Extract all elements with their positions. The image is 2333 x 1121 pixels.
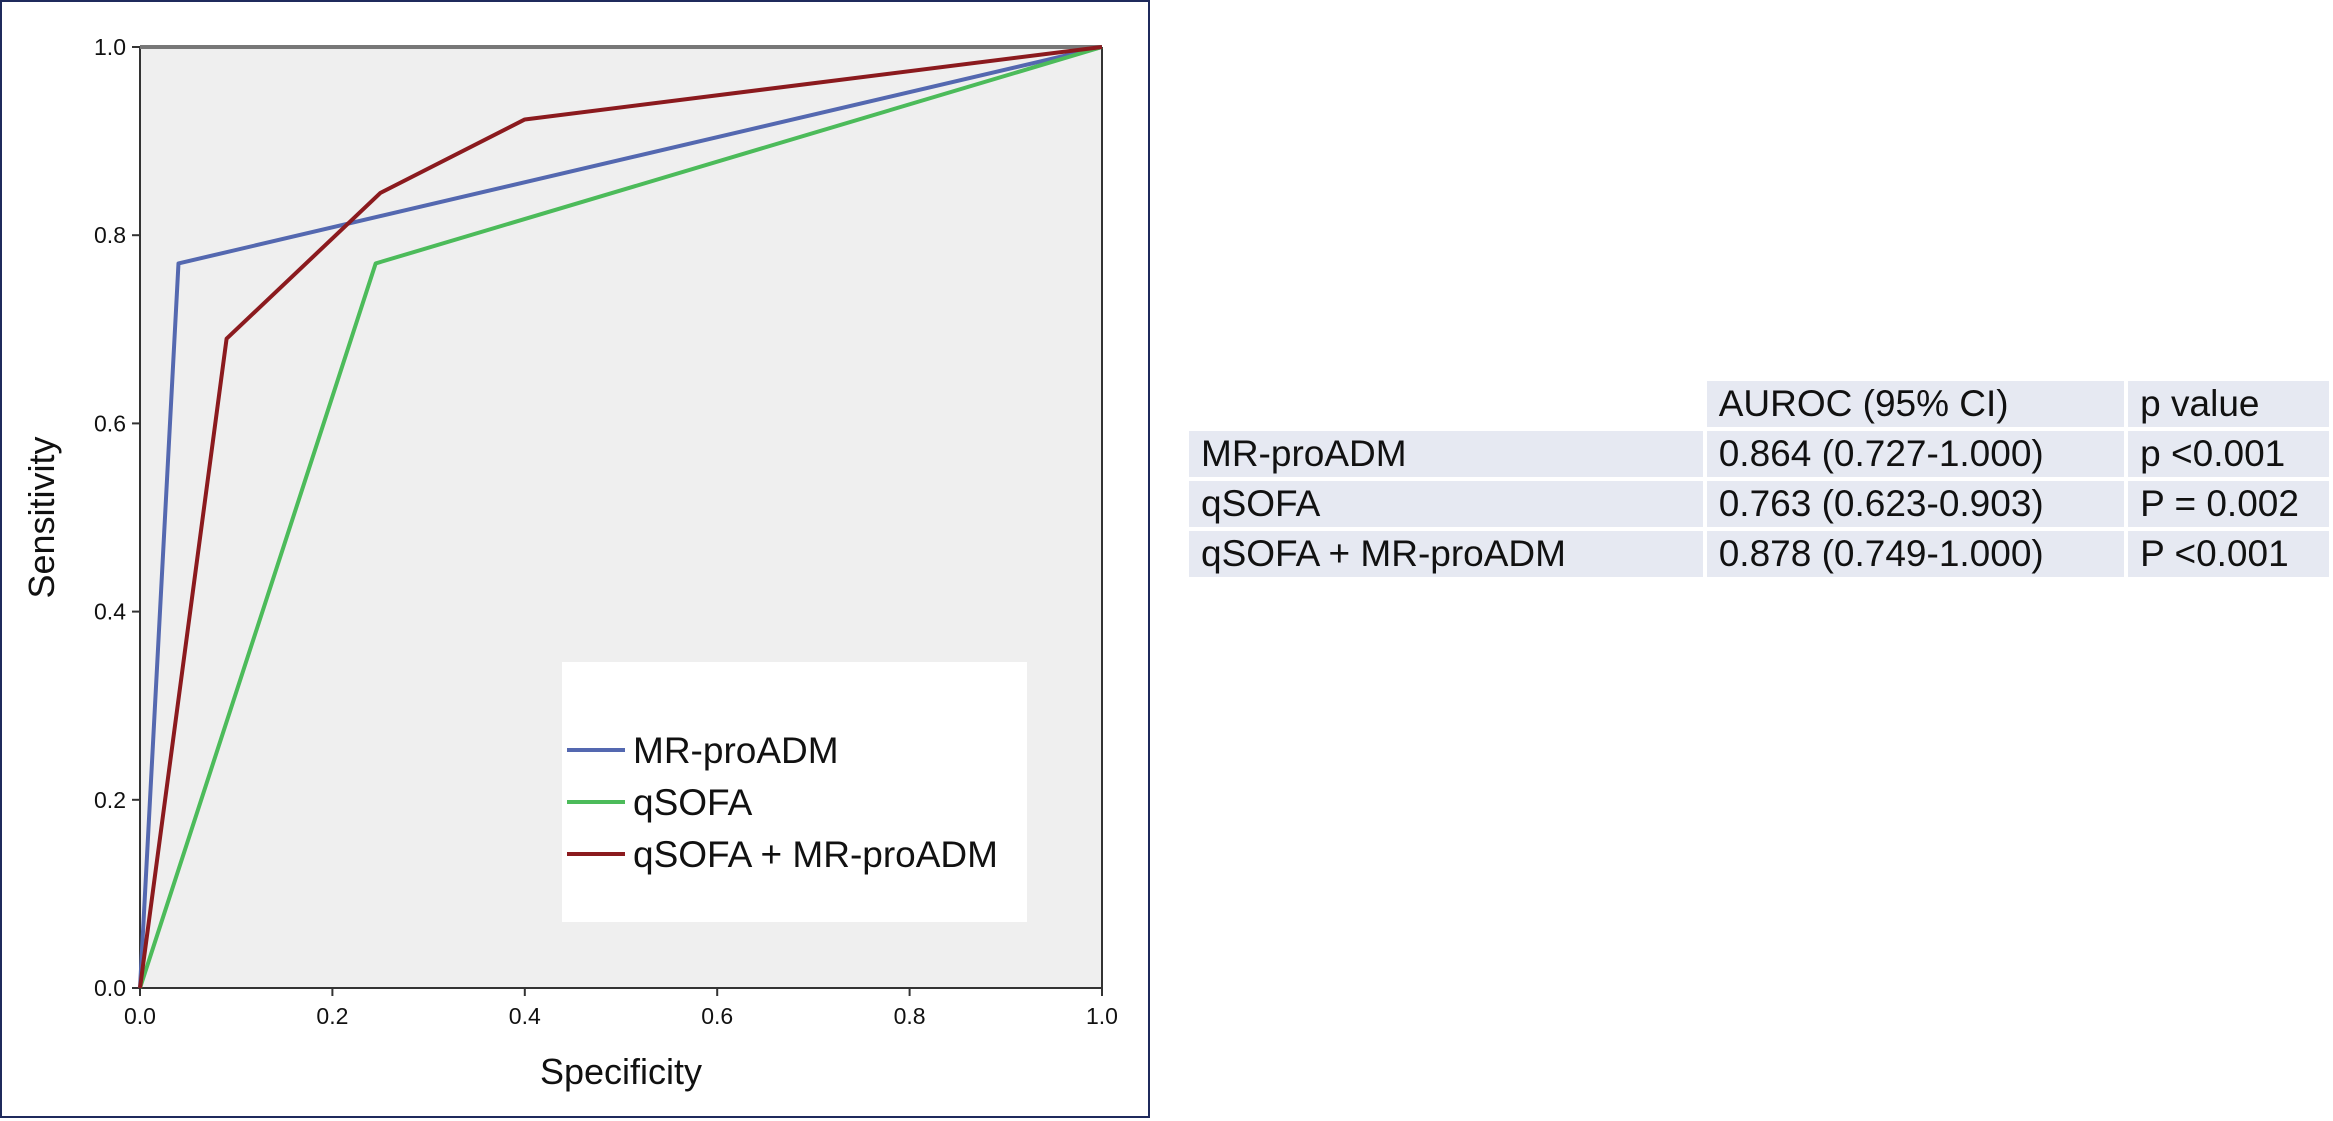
- series-line: [138, 45, 1103, 989]
- table-row: qSOFA + MR-proADM 0.878 (0.749-1.000) P …: [1189, 531, 2329, 577]
- y-tick-label: 0.6: [94, 410, 126, 436]
- legend-box: [562, 662, 1027, 922]
- x-tick-label: 0.2: [316, 1003, 348, 1029]
- table-cell: p <0.001: [2128, 431, 2329, 477]
- table-cell: qSOFA: [1189, 481, 1703, 527]
- series-line: [138, 45, 1103, 989]
- table-cell: 0.878 (0.749-1.000): [1706, 531, 2125, 577]
- y-tick-label: 0.4: [94, 599, 126, 625]
- y-tick-label: 0.8: [94, 222, 126, 248]
- table-header-cell: [1189, 381, 1703, 427]
- table-cell: qSOFA + MR-proADM: [1189, 531, 1703, 577]
- table-row: qSOFA 0.763 (0.623-0.903) P = 0.002: [1189, 481, 2329, 527]
- table-cell: P <0.001: [2128, 531, 2329, 577]
- table-cell: P = 0.002: [2128, 481, 2329, 527]
- x-tick-label: 1.0: [1086, 1003, 1118, 1029]
- auroc-table: AUROC (95% CI) p value MR-proADM 0.864 (…: [1185, 377, 2333, 581]
- table-cell: 0.864 (0.727-1.000): [1706, 431, 2125, 477]
- x-tick-label: 0.0: [124, 1003, 156, 1029]
- table-header-cell: AUROC (95% CI): [1706, 381, 2125, 427]
- y-tick-label: 1.0: [94, 34, 126, 60]
- table-header-cell: p value: [2128, 381, 2329, 427]
- x-tick-label: 0.4: [509, 1003, 541, 1029]
- legend-label: MR-proADM: [633, 730, 839, 771]
- series-line: [138, 45, 1103, 989]
- y-axis-title: Sensitivity: [21, 436, 62, 598]
- table-header-row: AUROC (95% CI) p value: [1189, 381, 2329, 427]
- table-cell: MR-proADM: [1189, 431, 1703, 477]
- x-tick-label: 0.6: [701, 1003, 733, 1029]
- x-tick-label: 0.8: [894, 1003, 926, 1029]
- table-cell: 0.763 (0.623-0.903): [1706, 481, 2125, 527]
- roc-chart-frame: [0, 0, 1150, 1118]
- roc-chart: 0.0 0.2 0.4 0.6 0.8 1.0 0.0 0.2 0.4 0.6 0.8 1.0 Spec…: [21, 34, 1118, 1092]
- y-tick-label: 0.2: [94, 787, 126, 813]
- x-axis-title: Specificity: [540, 1051, 702, 1092]
- legend-label: qSOFA + MR-proADM: [633, 834, 998, 875]
- table-row: MR-proADM 0.864 (0.727-1.000) p <0.001: [1189, 431, 2329, 477]
- legend-label: qSOFA: [633, 782, 753, 823]
- y-tick-label: 0.0: [94, 975, 126, 1001]
